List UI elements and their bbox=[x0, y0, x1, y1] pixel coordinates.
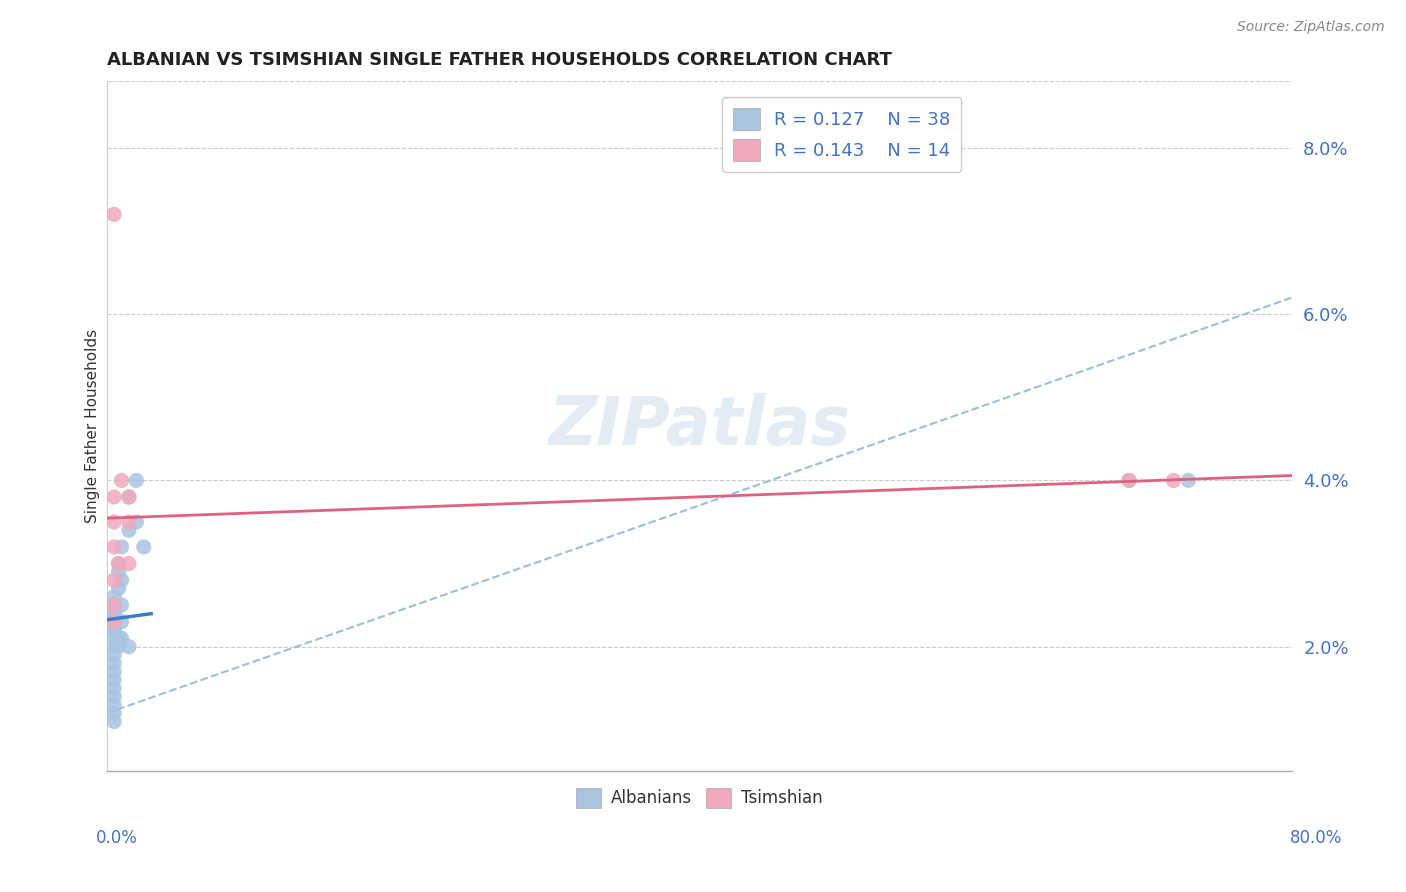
Point bbox=[103, 681, 125, 696]
Text: 0.0%: 0.0% bbox=[96, 829, 138, 847]
Point bbox=[1163, 474, 1185, 488]
Point bbox=[103, 665, 125, 679]
Point bbox=[107, 557, 129, 571]
Point bbox=[132, 540, 155, 554]
Point bbox=[103, 698, 125, 712]
Y-axis label: Single Father Households: Single Father Households bbox=[86, 329, 100, 524]
Point bbox=[1118, 474, 1140, 488]
Point bbox=[118, 515, 141, 529]
Text: ZIPatlas: ZIPatlas bbox=[548, 393, 851, 459]
Point bbox=[125, 515, 148, 529]
Point bbox=[103, 657, 125, 671]
Point bbox=[110, 598, 132, 612]
Point bbox=[1118, 474, 1140, 488]
Text: ALBANIAN VS TSIMSHIAN SINGLE FATHER HOUSEHOLDS CORRELATION CHART: ALBANIAN VS TSIMSHIAN SINGLE FATHER HOUS… bbox=[107, 51, 891, 69]
Point bbox=[107, 582, 129, 596]
Point bbox=[103, 640, 125, 654]
Point bbox=[118, 557, 141, 571]
Point bbox=[103, 706, 125, 721]
Point bbox=[110, 573, 132, 587]
Point bbox=[103, 207, 125, 221]
Point bbox=[107, 640, 129, 654]
Legend: Albanians, Tsimshian: Albanians, Tsimshian bbox=[569, 781, 830, 814]
Text: Source: ZipAtlas.com: Source: ZipAtlas.com bbox=[1237, 21, 1385, 34]
Point bbox=[107, 632, 129, 646]
Point bbox=[118, 640, 141, 654]
Point bbox=[103, 573, 125, 587]
Point bbox=[103, 615, 125, 629]
Point bbox=[110, 615, 132, 629]
Point bbox=[103, 623, 125, 637]
Point bbox=[103, 607, 125, 621]
Point bbox=[103, 690, 125, 704]
Point bbox=[103, 607, 125, 621]
Point bbox=[103, 540, 125, 554]
Text: 80.0%: 80.0% bbox=[1291, 829, 1343, 847]
Point bbox=[103, 632, 125, 646]
Point bbox=[125, 474, 148, 488]
Point bbox=[103, 598, 125, 612]
Point bbox=[103, 490, 125, 504]
Point bbox=[110, 540, 132, 554]
Point bbox=[1177, 474, 1199, 488]
Point bbox=[107, 557, 129, 571]
Point bbox=[103, 714, 125, 729]
Point bbox=[103, 615, 125, 629]
Point bbox=[118, 490, 141, 504]
Point bbox=[110, 632, 132, 646]
Point bbox=[103, 598, 125, 612]
Point bbox=[110, 474, 132, 488]
Point bbox=[103, 648, 125, 662]
Point bbox=[103, 615, 125, 629]
Point bbox=[103, 623, 125, 637]
Point bbox=[118, 490, 141, 504]
Point bbox=[107, 565, 129, 579]
Point bbox=[103, 673, 125, 687]
Point bbox=[118, 523, 141, 537]
Point bbox=[103, 598, 125, 612]
Point bbox=[103, 590, 125, 604]
Point bbox=[103, 515, 125, 529]
